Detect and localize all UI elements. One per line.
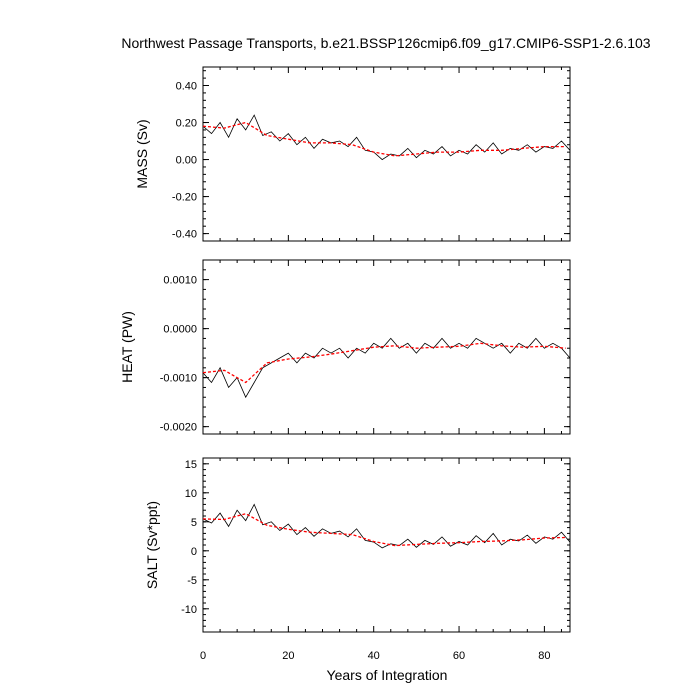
x-tick-label: 40 — [368, 650, 380, 662]
y-tick-label: 0.00 — [176, 155, 197, 167]
y-tick-label: 5 — [191, 517, 197, 529]
x-tick-label: 80 — [538, 650, 550, 662]
y-tick-label: 0.0010 — [163, 275, 197, 287]
x-tick-labels: 0 20 40 60 80 — [200, 650, 551, 662]
x-axis-title: Years of Integration — [327, 667, 448, 683]
y-tick-label: 15 — [185, 459, 197, 471]
salt-axis-ticks — [202, 457, 570, 633]
heat-raw-line — [202, 337, 571, 399]
y-tick-label: 0.20 — [176, 118, 197, 130]
mass-panel-frame — [202, 66, 571, 242]
heat-axis-ticks — [202, 259, 570, 434]
chart-title: Northwest Passage Transports, b.e21.BSSP… — [121, 35, 650, 51]
mass-y-axis-label: MASS (Sv) — [134, 119, 150, 188]
salt-panel-frame — [202, 457, 571, 633]
heat-smoothed-line — [202, 342, 566, 384]
salt-y-axis-label: SALT (Sv*ppt) — [144, 501, 160, 589]
mass-raw-line — [202, 114, 571, 161]
heat-series — [202, 337, 571, 399]
x-tick-label: 0 — [200, 650, 206, 662]
salt-y-tick-labels: 15 10 5 0 -5 -10 — [181, 459, 197, 616]
y-tick-label: -0.0010 — [160, 373, 197, 385]
salt-smoothed-line — [202, 513, 566, 547]
y-tick-label: 10 — [185, 488, 197, 500]
y-tick-label: -0.0020 — [160, 422, 197, 434]
y-tick-label: 0.40 — [176, 81, 197, 93]
y-tick-label: -10 — [181, 604, 197, 616]
y-tick-label: -0.40 — [172, 229, 197, 241]
heat-panel-frame — [202, 259, 571, 435]
panel-salt: 15 10 5 0 -5 -10 SALT (Sv*ppt) — [144, 457, 571, 633]
salt-series — [202, 503, 571, 549]
mass-series — [202, 114, 571, 161]
y-tick-label: 0 — [191, 546, 197, 558]
y-tick-label: 0.0000 — [163, 324, 197, 336]
x-tick-label: 20 — [282, 650, 294, 662]
y-tick-label: -0.20 — [172, 192, 197, 204]
mass-smoothed-line — [202, 121, 566, 157]
heat-y-tick-labels: 0.0010 0.0000 -0.0010 -0.0020 — [160, 275, 197, 434]
panel-heat: 0.0010 0.0000 -0.0010 -0.0020 HEAT (PW) — [119, 259, 571, 435]
panel-mass: 0.40 0.20 0.00 -0.20 -0.40 MASS (Sv) — [134, 66, 571, 242]
mass-axis-ticks — [202, 67, 570, 242]
y-tick-label: -5 — [187, 575, 197, 587]
mass-y-tick-labels: 0.40 0.20 0.00 -0.20 -0.40 — [172, 81, 197, 241]
heat-y-axis-label: HEAT (PW) — [119, 311, 135, 383]
salt-raw-line — [202, 503, 571, 549]
x-tick-label: 60 — [453, 650, 465, 662]
